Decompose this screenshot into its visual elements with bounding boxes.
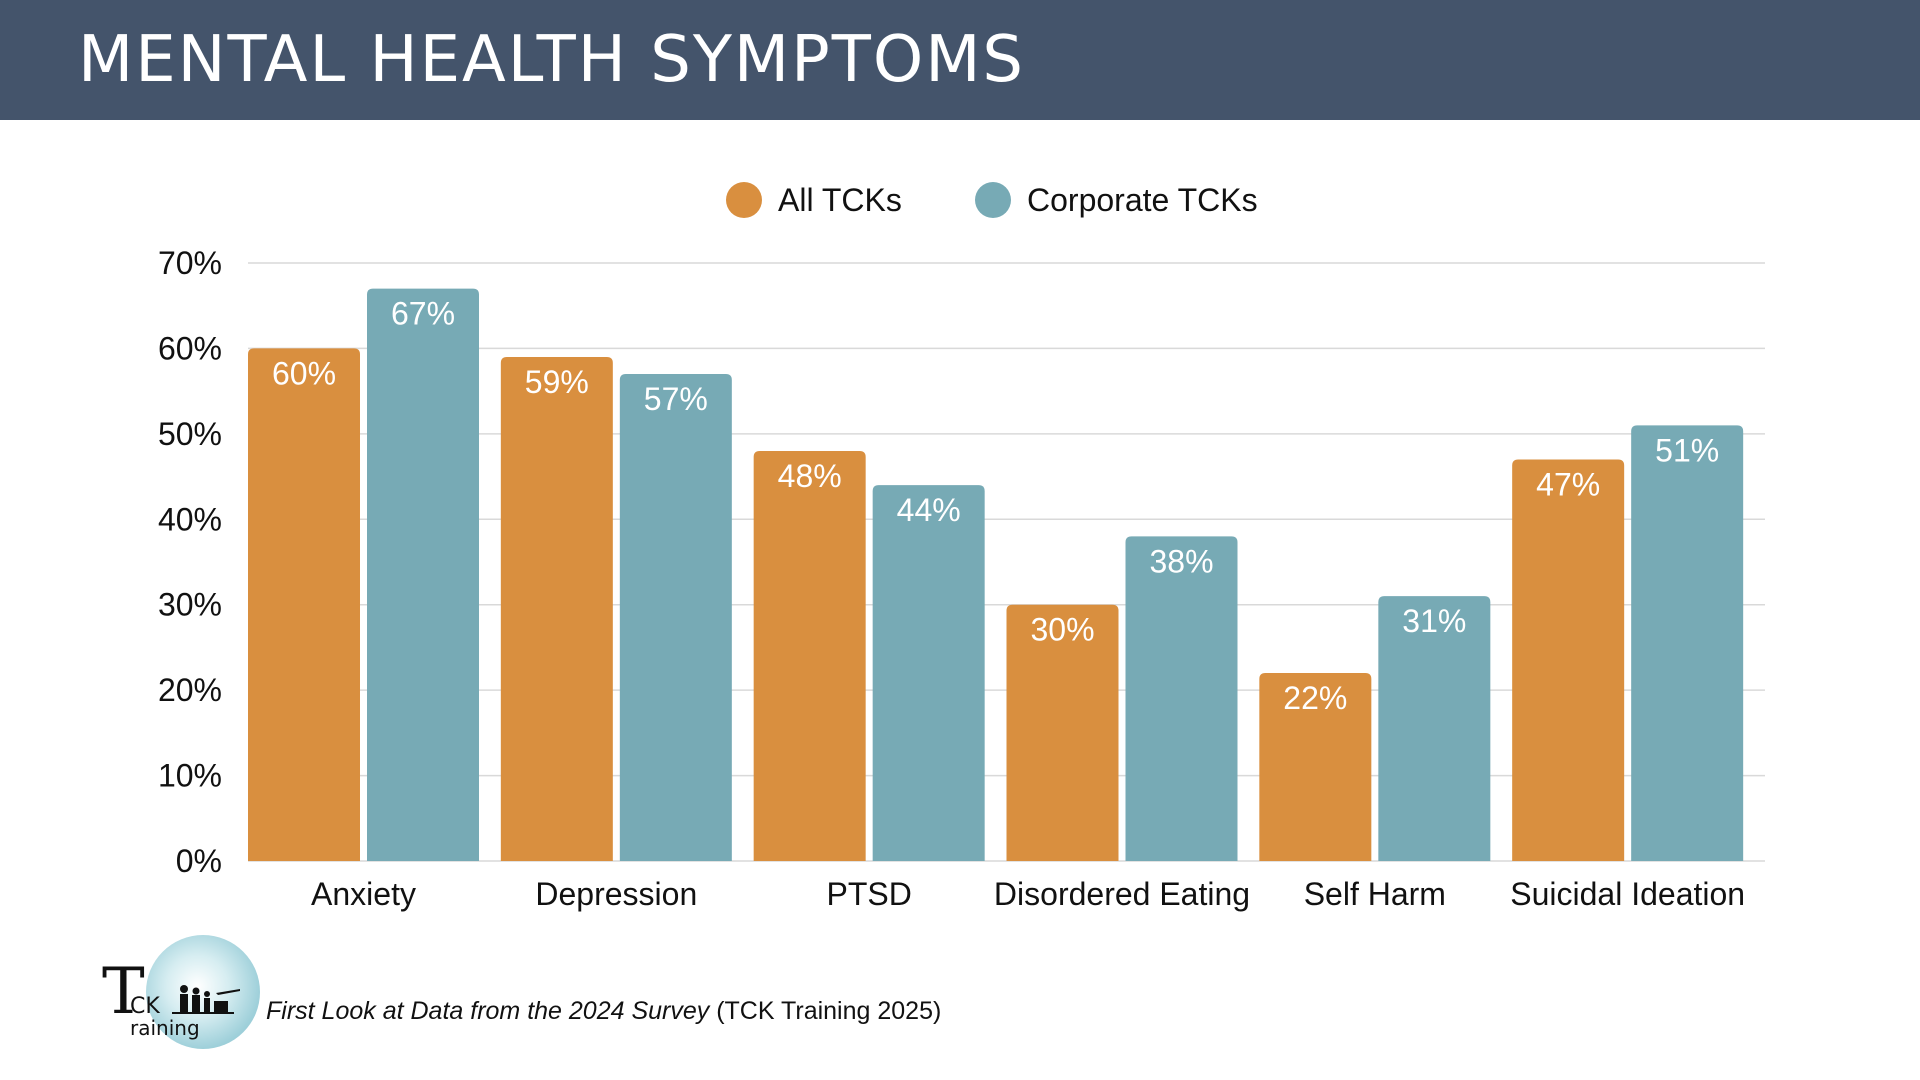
bar-corporate-tcks-2 [873,485,985,861]
logo-text-raining: raining [130,1017,200,1039]
data-label: 67% [391,296,455,332]
data-label: 22% [1283,680,1347,716]
bar-chart: 0% 10% 20% 30% 40% 50% 60% 70% 60% 67% Anxiety 59% 5… [0,0,1920,930]
bar-corporate-tcks-3 [1126,536,1238,861]
footer: T CK raining First Look at Data from the… [100,935,1000,1050]
x-tick-label: Self Harm [1304,876,1446,912]
data-label: 30% [1030,612,1094,648]
data-label: 44% [897,492,961,528]
x-tick-label: Depression [535,876,697,912]
y-tick-label: 50% [158,416,222,452]
x-tick-label: PTSD [826,876,911,912]
logo-people-icon [172,981,242,1021]
y-tick-label: 40% [158,501,222,537]
y-tick-label: 30% [158,587,222,623]
data-label: 59% [525,364,589,400]
source-citation: First Look at Data from the 2024 Survey … [266,996,941,1026]
y-tick-label: 60% [158,330,222,366]
x-tick-label: Disordered Eating [994,876,1250,912]
y-tick-label: 70% [158,245,222,281]
data-label: 38% [1149,543,1213,579]
data-label: 51% [1655,432,1719,468]
bar-all-tcks-1 [501,357,613,861]
y-tick-label: 10% [158,758,222,794]
bar-all-tcks-0 [248,348,360,861]
data-label: 48% [778,458,842,494]
data-label: 31% [1402,603,1466,639]
citation-source: (TCK Training 2025) [709,997,941,1025]
legend-label: All TCKs [778,182,902,218]
x-tick-label: Suicidal Ideation [1510,876,1745,912]
y-tick-label: 0% [176,843,222,879]
y-tick-label: 20% [158,672,222,708]
data-label: 47% [1536,466,1600,502]
data-label: 60% [272,355,336,391]
legend-marker-0 [726,182,762,218]
bar-all-tcks-5 [1512,459,1624,861]
bar-corporate-tcks-1 [620,374,732,861]
bar-corporate-tcks-5 [1631,425,1743,861]
legend-label: Corporate TCKs [1027,182,1258,218]
tck-training-logo: T CK raining [100,935,260,1050]
citation-title: First Look at Data from the 2024 Survey [266,997,709,1025]
bar-corporate-tcks-0 [367,289,479,861]
bar-all-tcks-2 [754,451,866,861]
data-label: 57% [644,381,708,417]
x-tick-label: Anxiety [311,876,416,912]
legend-marker-1 [975,182,1011,218]
